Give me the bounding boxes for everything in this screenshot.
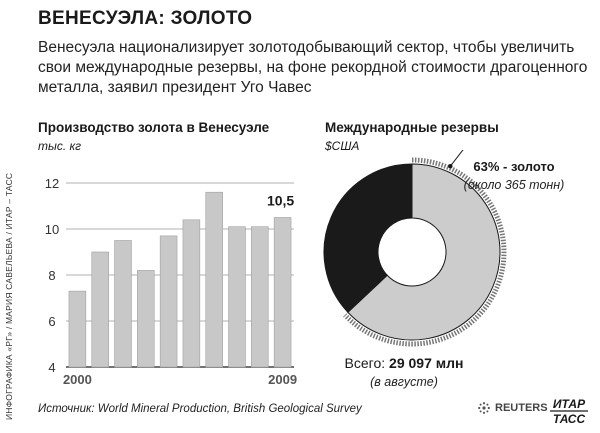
- donut-slice: [323, 163, 413, 313]
- y-tick-label: 12: [45, 176, 59, 191]
- bar-chart-unit: тыс. кг: [38, 139, 82, 153]
- callout-line: [449, 150, 464, 167]
- bar: [251, 226, 269, 368]
- y-tick-label: 10: [45, 222, 59, 237]
- gold-production-bar-chart: 4 6 8 10 12 2000 2009 10,5: [45, 176, 297, 387]
- bar: [159, 235, 178, 368]
- total-note: (в августе): [370, 375, 438, 389]
- gold-slice-label: 63% - золото: [473, 159, 554, 174]
- side-credit: ИНФОГРАФИКА «РГ» / МАРИЯ САВЕЛЬЕВА / ИТА…: [4, 173, 14, 420]
- bar: [114, 240, 132, 368]
- bar: [137, 270, 155, 368]
- reuters-logo: REUTERS: [477, 401, 548, 415]
- intro-text: Венесуэла национализирует золотодобывающ…: [38, 39, 588, 96]
- total-label: Всего:: [345, 355, 390, 371]
- reserves-donut-chart: 63% - золото (около 365 тонн) Всего: 29 09…: [323, 150, 565, 389]
- bar: [228, 226, 246, 368]
- bar: [205, 191, 223, 368]
- bar: [68, 290, 87, 368]
- source-note: Источник: World Mineral Production, Brit…: [38, 403, 362, 415]
- gold-slice-note: (около 365 тонн): [464, 178, 565, 192]
- total-line: Всего: 29 097 млн: [345, 355, 464, 371]
- x-tick-label: 2009: [268, 372, 297, 387]
- donut-slice: [347, 163, 501, 341]
- x-tick-label: 2000: [63, 372, 92, 387]
- pie-chart-unit: $США: [325, 139, 360, 153]
- bar-chart-title: Производство золота в Венесуэле: [38, 120, 270, 135]
- reuters-dots-icon: [478, 402, 490, 414]
- side-credit-text: ИНФОГРАФИКА «РГ» / МАРИЯ САВЕЛЬЕВА / ИТА…: [4, 173, 14, 420]
- bar: [182, 219, 201, 368]
- itar-tass-logo: ИТАР ТАСС: [550, 397, 588, 426]
- itar-logo-bottom: ТАСС: [553, 412, 586, 426]
- infographic-title: ВЕНЕСУЭЛА: ЗОЛОТО: [38, 8, 253, 29]
- y-tick-label: 6: [48, 314, 55, 329]
- bar: [273, 217, 292, 368]
- bar: [91, 251, 109, 368]
- y-tick-label: 8: [48, 268, 55, 283]
- reuters-label: REUTERS: [495, 402, 548, 414]
- pie-chart-title: Международные резервы: [325, 120, 499, 135]
- total-value: 29 097 млн: [389, 355, 463, 371]
- bar-data-label: 10,5: [267, 193, 294, 209]
- gold-slice-hatch: [343, 157, 507, 347]
- y-tick-label: 4: [48, 360, 55, 375]
- itar-logo-top: ИТАР: [553, 397, 586, 411]
